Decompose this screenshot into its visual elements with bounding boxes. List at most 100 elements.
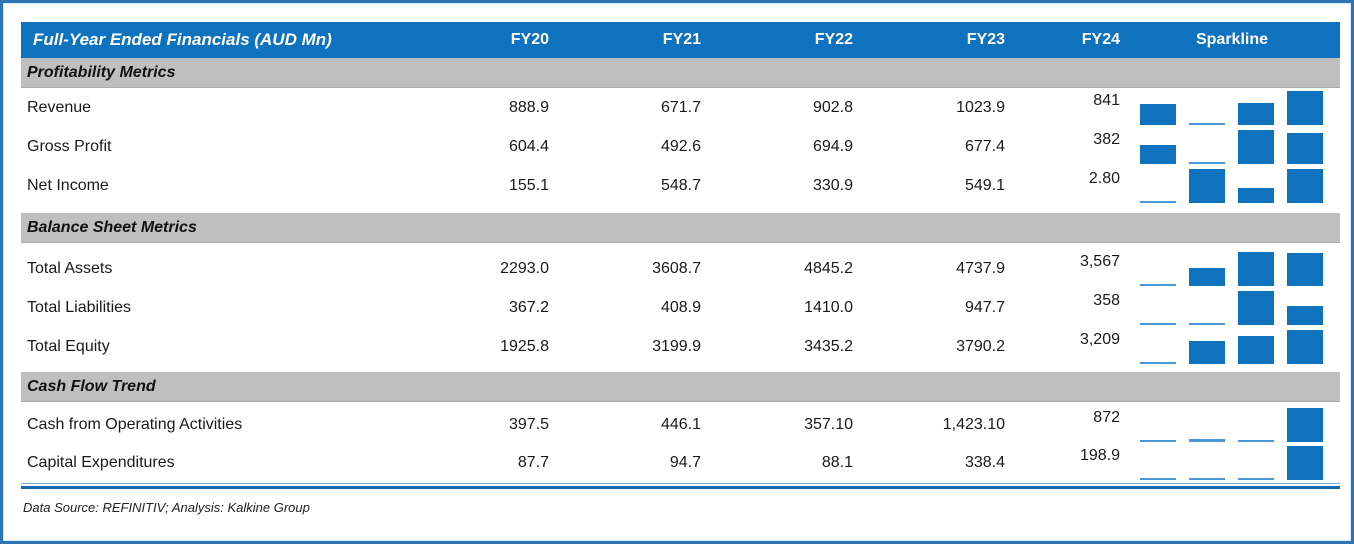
cell-fy21: 492.6 [660,137,701,155]
cell-fy24: 2.80 [1088,169,1120,187]
cell-fy23: 3790.2 [956,337,1005,355]
cell-fy20: 155.1 [508,176,549,194]
sparkline-chart [1124,88,1340,127]
sparkline-chart [1124,166,1340,205]
table-row-cash-operating: Cash from Operating Activities 397.5 446… [21,406,1340,444]
table-row-net-income: Net Income 155.1 548.7 330.9 549.1 2.80 [21,166,1340,205]
sparkline-bar [1287,408,1323,442]
cell-fy22: 902.8 [812,98,853,116]
cell-fy22: 330.9 [812,176,853,194]
cell-fy21: 94.7 [669,454,701,471]
sparkline-bar [1189,169,1225,203]
sparkline-bar [1189,123,1225,125]
table-title: Full-Year Ended Financials (AUD Mn) [33,30,332,49]
sparkline-chart [1124,288,1340,327]
financial-summary-table: Full-Year Ended Financials (AUD Mn) FY20… [21,22,1340,515]
row-label: Gross Profit [27,137,112,155]
table-row-gross-profit: Gross Profit 604.4 492.6 694.9 677.4 382 [21,127,1340,166]
cell-fy22: 357.10 [804,416,853,433]
sparkline-bar [1140,440,1176,442]
sparkline-bar [1287,306,1323,325]
sparkline-bar [1287,169,1323,203]
cell-fy23: 338.4 [964,454,1005,471]
cell-fy21: 671.7 [660,98,701,116]
cell-fy21: 446.1 [660,416,701,433]
sparkline-bar [1238,336,1274,364]
cell-fy20: 604.4 [508,137,549,155]
row-label: Cash from Operating Activities [27,416,243,433]
row-label: Revenue [27,98,92,116]
table-header-row: Full-Year Ended Financials (AUD Mn) FY20… [21,22,1340,58]
cell-fy20: 888.9 [508,98,549,116]
cell-fy22: 694.9 [812,137,853,155]
table-row-total-liabilities: Total Liabilities 367.2 408.9 1410.0 947… [21,288,1340,327]
cell-fy20: 367.2 [508,298,549,316]
col-header-fy24: FY24 [1081,31,1120,48]
cell-fy21: 548.7 [660,176,701,194]
cell-fy21: 3199.9 [652,337,701,355]
cell-fy24: 358 [1093,291,1120,309]
col-header-fy23: FY23 [966,31,1005,48]
spacer [21,205,1340,213]
sparkline-bar [1189,323,1225,325]
sparkline-bar [1287,253,1323,286]
cell-fy24: 198.9 [1079,447,1120,464]
col-header-fy22: FY22 [814,31,853,48]
sparkline-bar [1238,188,1274,203]
sparkline-chart [1124,249,1340,288]
sparkline-bar [1140,478,1176,480]
sparkline-bar [1189,439,1225,442]
cell-fy21: 3608.7 [652,259,701,277]
sparkline-bar [1189,341,1225,364]
sparkline-bar [1238,440,1274,442]
sparkline-bar [1238,252,1274,286]
table-row-capital-expenditures: Capital Expenditures 87.7 94.7 88.1 338.… [21,444,1340,482]
cell-fy22: 1410.0 [804,298,853,316]
cell-fy20: 87.7 [517,454,549,471]
sparkline-bar [1189,162,1225,164]
row-label: Total Equity [27,337,110,355]
sparkline-bar [1238,103,1274,125]
table-row-revenue: Revenue 888.9 671.7 902.8 1023.9 841 [21,88,1340,127]
cell-fy22: 88.1 [821,454,853,471]
sparkline-bar [1140,145,1176,164]
sparkline-bar [1287,133,1323,164]
cell-fy23: 1,423.10 [942,416,1005,433]
section-header-balance-sheet: Balance Sheet Metrics [21,213,1340,243]
sparkline-bar [1140,362,1176,364]
cell-fy23: 549.1 [964,176,1005,194]
cell-fy23: 677.4 [964,137,1005,155]
cell-fy24: 872 [1093,409,1120,426]
sparkline-bar [1140,201,1176,203]
sparkline-chart [1124,127,1340,166]
table-bottom-rule [21,483,1340,489]
cell-fy23: 4737.9 [956,259,1005,277]
col-header-fy21: FY21 [662,31,701,48]
cell-fy22: 4845.2 [804,259,853,277]
cell-fy23: 1023.9 [956,98,1005,116]
data-source-footnote: Data Source: REFINITIV; Analysis: Kalkin… [23,500,310,515]
cell-fy23: 947.7 [964,298,1005,316]
section-header-cash-flow: Cash Flow Trend [21,372,1340,402]
table-row-total-assets: Total Assets 2293.0 3608.7 4845.2 4737.9… [21,249,1340,288]
row-label: Total Liabilities [27,298,132,316]
sparkline-chart [1124,327,1340,366]
cell-fy21: 408.9 [660,298,701,316]
sparkline-bar [1287,446,1323,480]
sparkline-bar [1140,323,1176,325]
sparkline-bar [1238,130,1274,164]
col-header-fy20: FY20 [510,31,549,48]
cell-fy24: 3,209 [1079,330,1120,348]
cell-fy24: 841 [1093,91,1120,109]
cell-fy22: 3435.2 [804,337,853,355]
row-label: Capital Expenditures [27,454,175,471]
sparkline-bar [1238,291,1274,325]
sparkline-bar [1140,284,1176,286]
cell-fy24: 3,567 [1079,252,1120,270]
sparkline-bar [1287,91,1323,125]
table-row-total-equity: Total Equity 1925.8 3199.9 3435.2 3790.2… [21,327,1340,366]
cell-fy24: 382 [1093,130,1120,148]
sparkline-bar [1287,330,1323,364]
section-header-profitability: Profitability Metrics [21,58,1340,88]
